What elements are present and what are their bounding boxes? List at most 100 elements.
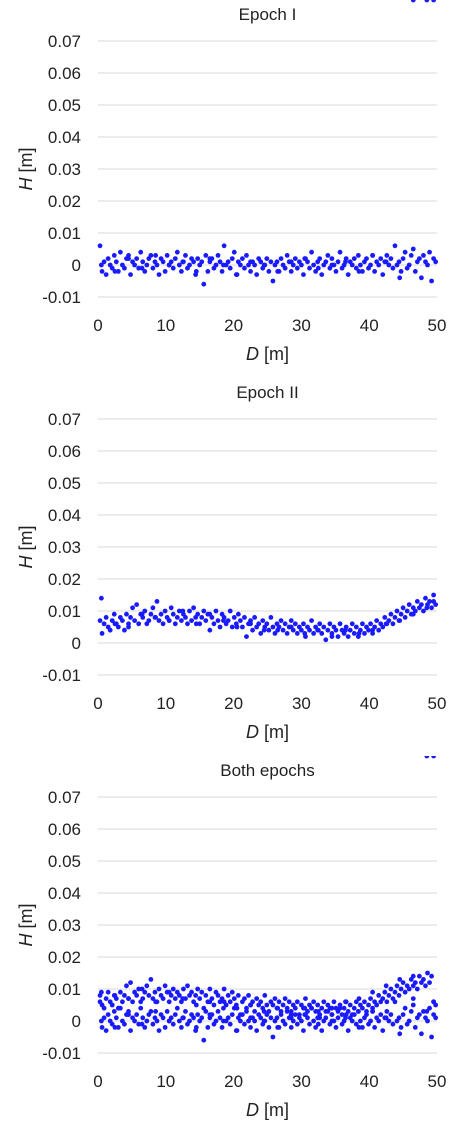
data-point — [122, 627, 127, 633]
data-point — [345, 634, 351, 639]
data-point — [197, 996, 203, 1001]
data-point — [353, 265, 359, 271]
data-point — [410, 973, 416, 979]
data-point — [215, 993, 221, 998]
data-point — [215, 618, 221, 623]
data-point — [246, 993, 251, 998]
data-point — [160, 1015, 166, 1021]
data-point — [339, 1012, 345, 1017]
x-tick-label: 30 — [292, 316, 311, 335]
data-point — [99, 631, 105, 636]
data-point — [325, 627, 331, 633]
data-point — [370, 1005, 375, 1011]
data-point — [374, 1002, 380, 1008]
data-point — [347, 1002, 353, 1008]
data-point — [98, 989, 104, 995]
data-point — [410, 611, 416, 617]
data-point — [264, 256, 270, 261]
data-point — [150, 605, 156, 611]
data-point — [294, 999, 300, 1005]
data-point — [168, 605, 174, 611]
data-point — [172, 996, 178, 1001]
data-point — [414, 599, 420, 604]
data-point — [103, 272, 109, 277]
data-point — [406, 1018, 412, 1024]
data-point — [412, 269, 418, 274]
data-point — [117, 989, 123, 995]
data-point — [178, 1025, 184, 1030]
data-point — [317, 1015, 323, 1021]
data-point — [372, 1025, 378, 1030]
data-point — [410, 1002, 416, 1008]
data-point — [421, 1009, 426, 1014]
data-point — [427, 1005, 432, 1011]
data-point — [98, 262, 104, 268]
x-tick-label: 40 — [360, 694, 379, 713]
data-point — [398, 1025, 404, 1030]
data-point — [305, 1015, 310, 1021]
data-point — [270, 624, 276, 630]
data-point — [282, 1021, 288, 1027]
data-point — [360, 269, 365, 274]
data-point — [433, 1002, 439, 1008]
data-point — [343, 1015, 348, 1021]
data-point — [154, 599, 160, 604]
data-point — [292, 1012, 298, 1017]
data-point — [140, 259, 146, 265]
data-point — [144, 262, 150, 268]
data-point — [388, 256, 394, 261]
data-point — [274, 1015, 280, 1021]
data-point — [201, 1037, 207, 1043]
data-point — [107, 627, 113, 633]
data-point — [103, 996, 109, 1001]
data-point — [160, 996, 166, 1001]
data-point — [288, 1025, 294, 1030]
data-point — [150, 1021, 156, 1027]
y-tick-label: 0.02 — [48, 192, 81, 211]
data-point — [270, 1034, 276, 1040]
data-point — [333, 269, 339, 274]
data-point — [270, 1002, 276, 1008]
data-point — [191, 999, 196, 1005]
y-tick-label: 0 — [72, 256, 81, 275]
data-point — [370, 253, 375, 258]
data-point — [329, 634, 335, 639]
data-point — [120, 618, 125, 623]
data-point — [400, 1012, 406, 1017]
data-point — [219, 1025, 225, 1030]
data-point — [252, 1009, 258, 1014]
data-point — [319, 272, 325, 277]
data-point — [288, 618, 294, 623]
data-point — [309, 618, 314, 623]
data-point — [296, 1012, 302, 1017]
data-point — [351, 631, 357, 636]
data-point — [142, 269, 148, 274]
chart-title: Epoch I — [239, 5, 297, 24]
data-point — [193, 993, 199, 998]
y-tick-label: 0.07 — [48, 32, 81, 51]
data-point — [272, 631, 278, 636]
data-point — [136, 1021, 142, 1027]
data-point — [288, 269, 294, 274]
data-point — [156, 1028, 162, 1033]
data-point — [180, 996, 186, 1001]
data-point — [278, 618, 284, 623]
data-point — [248, 621, 253, 627]
data-point — [327, 621, 333, 627]
data-point — [187, 1018, 192, 1024]
data-point — [406, 602, 412, 607]
data-point — [398, 611, 404, 617]
y-tick-label: -0.01 — [42, 1044, 81, 1063]
data-point — [138, 1005, 144, 1011]
data-point — [160, 621, 166, 627]
data-point — [284, 253, 290, 258]
data-point — [115, 269, 121, 274]
data-point — [433, 1015, 439, 1021]
data-point — [301, 272, 306, 277]
data-point — [408, 1009, 414, 1014]
data-point — [244, 253, 249, 258]
data-point — [181, 986, 186, 992]
data-point — [195, 611, 201, 617]
data-point — [394, 983, 400, 989]
y-axis-label: H [m] — [16, 904, 36, 947]
